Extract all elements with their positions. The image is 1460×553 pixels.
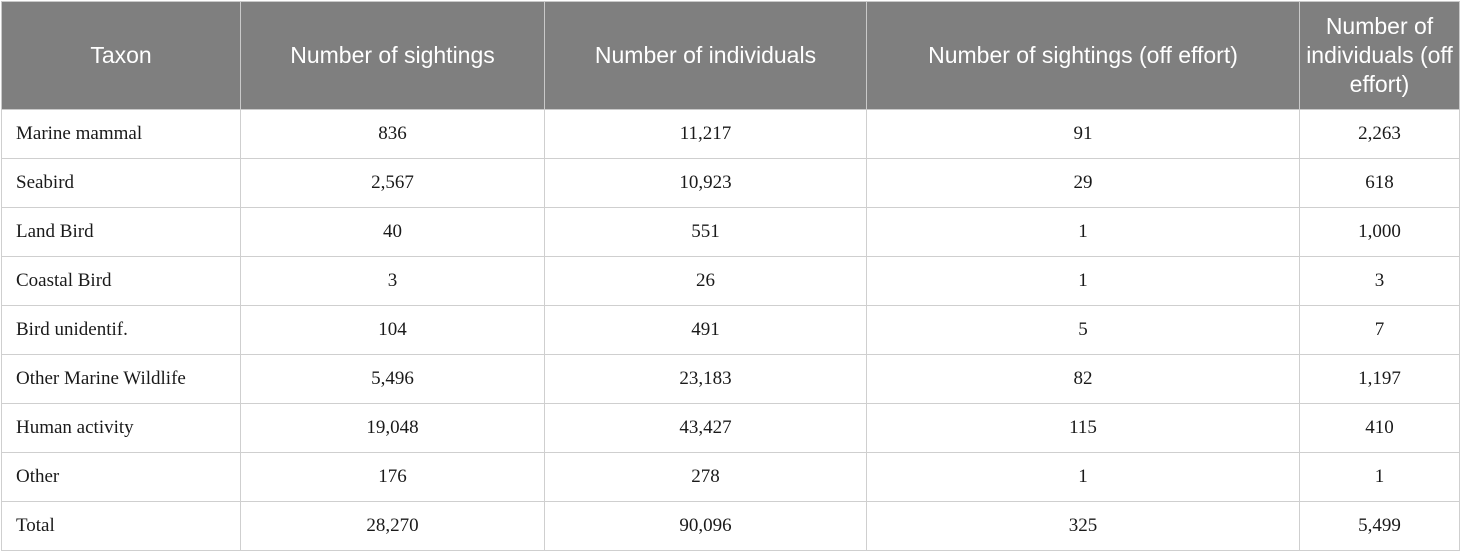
individuals-cell: 278 xyxy=(544,452,867,502)
sightings-off-effort-cell: 91 xyxy=(866,109,1300,159)
individuals-cell: 43,427 xyxy=(544,403,867,453)
taxon-cell: Human activity xyxy=(1,403,241,453)
header-number-of-individuals: Number of individuals xyxy=(544,1,867,110)
taxon-cell: Other Marine Wildlife xyxy=(1,354,241,404)
taxon-cell: Total xyxy=(1,501,241,551)
sightings-cell: 3 xyxy=(240,256,545,306)
sightings-cell: 28,270 xyxy=(240,501,545,551)
sightings-off-effort-cell: 325 xyxy=(866,501,1300,551)
table-row: Land Bird 40 551 1 1,000 xyxy=(1,207,1460,257)
individuals-off-effort-cell: 3 xyxy=(1299,256,1460,306)
taxon-cell: Seabird xyxy=(1,158,241,208)
header-individuals-off-effort: Number of individuals (off effort) xyxy=(1299,1,1460,110)
table-row: Bird unidentif. 104 491 5 7 xyxy=(1,305,1460,355)
table-row: Other Marine Wildlife 5,496 23,183 82 1,… xyxy=(1,354,1460,404)
table-row: Coastal Bird 3 26 1 3 xyxy=(1,256,1460,306)
sightings-off-effort-cell: 5 xyxy=(866,305,1300,355)
sightings-off-effort-cell: 115 xyxy=(866,403,1300,453)
individuals-off-effort-cell: 1 xyxy=(1299,452,1460,502)
individuals-cell: 10,923 xyxy=(544,158,867,208)
individuals-cell: 491 xyxy=(544,305,867,355)
individuals-cell: 90,096 xyxy=(544,501,867,551)
sightings-off-effort-cell: 1 xyxy=(866,256,1300,306)
header-number-of-sightings: Number of sightings xyxy=(240,1,545,110)
individuals-cell: 551 xyxy=(544,207,867,257)
table-row: Human activity 19,048 43,427 115 410 xyxy=(1,403,1460,453)
table-row: Seabird 2,567 10,923 29 618 xyxy=(1,158,1460,208)
taxon-cell: Coastal Bird xyxy=(1,256,241,306)
individuals-off-effort-cell: 7 xyxy=(1299,305,1460,355)
table-row: Marine mammal 836 11,217 91 2,263 xyxy=(1,109,1460,159)
sightings-cell: 836 xyxy=(240,109,545,159)
sightings-off-effort-cell: 29 xyxy=(866,158,1300,208)
sightings-off-effort-cell: 1 xyxy=(866,207,1300,257)
individuals-cell: 23,183 xyxy=(544,354,867,404)
individuals-off-effort-cell: 618 xyxy=(1299,158,1460,208)
individuals-off-effort-cell: 5,499 xyxy=(1299,501,1460,551)
individuals-off-effort-cell: 410 xyxy=(1299,403,1460,453)
table-row: Other 176 278 1 1 xyxy=(1,452,1460,502)
sightings-cell: 176 xyxy=(240,452,545,502)
header-row: Taxon Number of sightings Number of indi… xyxy=(1,1,1460,110)
header-sightings-off-effort: Number of sightings (off effort) xyxy=(866,1,1300,110)
sightings-cell: 104 xyxy=(240,305,545,355)
sightings-cell: 40 xyxy=(240,207,545,257)
individuals-off-effort-cell: 1,000 xyxy=(1299,207,1460,257)
total-row: Total 28,270 90,096 325 5,499 xyxy=(1,501,1460,551)
individuals-off-effort-cell: 1,197 xyxy=(1299,354,1460,404)
individuals-cell: 11,217 xyxy=(544,109,867,159)
taxon-cell: Bird unidentif. xyxy=(1,305,241,355)
sightings-cell: 19,048 xyxy=(240,403,545,453)
sightings-cell: 5,496 xyxy=(240,354,545,404)
sightings-cell: 2,567 xyxy=(240,158,545,208)
taxon-cell: Marine mammal xyxy=(1,109,241,159)
individuals-cell: 26 xyxy=(544,256,867,306)
sightings-off-effort-cell: 82 xyxy=(866,354,1300,404)
table-body: Marine mammal 836 11,217 91 2,263 Seabir… xyxy=(1,109,1460,551)
taxon-cell: Other xyxy=(1,452,241,502)
header-taxon: Taxon xyxy=(1,1,241,110)
sightings-off-effort-cell: 1 xyxy=(866,452,1300,502)
taxon-cell: Land Bird xyxy=(1,207,241,257)
individuals-off-effort-cell: 2,263 xyxy=(1299,109,1460,159)
table-header: Taxon Number of sightings Number of indi… xyxy=(1,1,1460,110)
